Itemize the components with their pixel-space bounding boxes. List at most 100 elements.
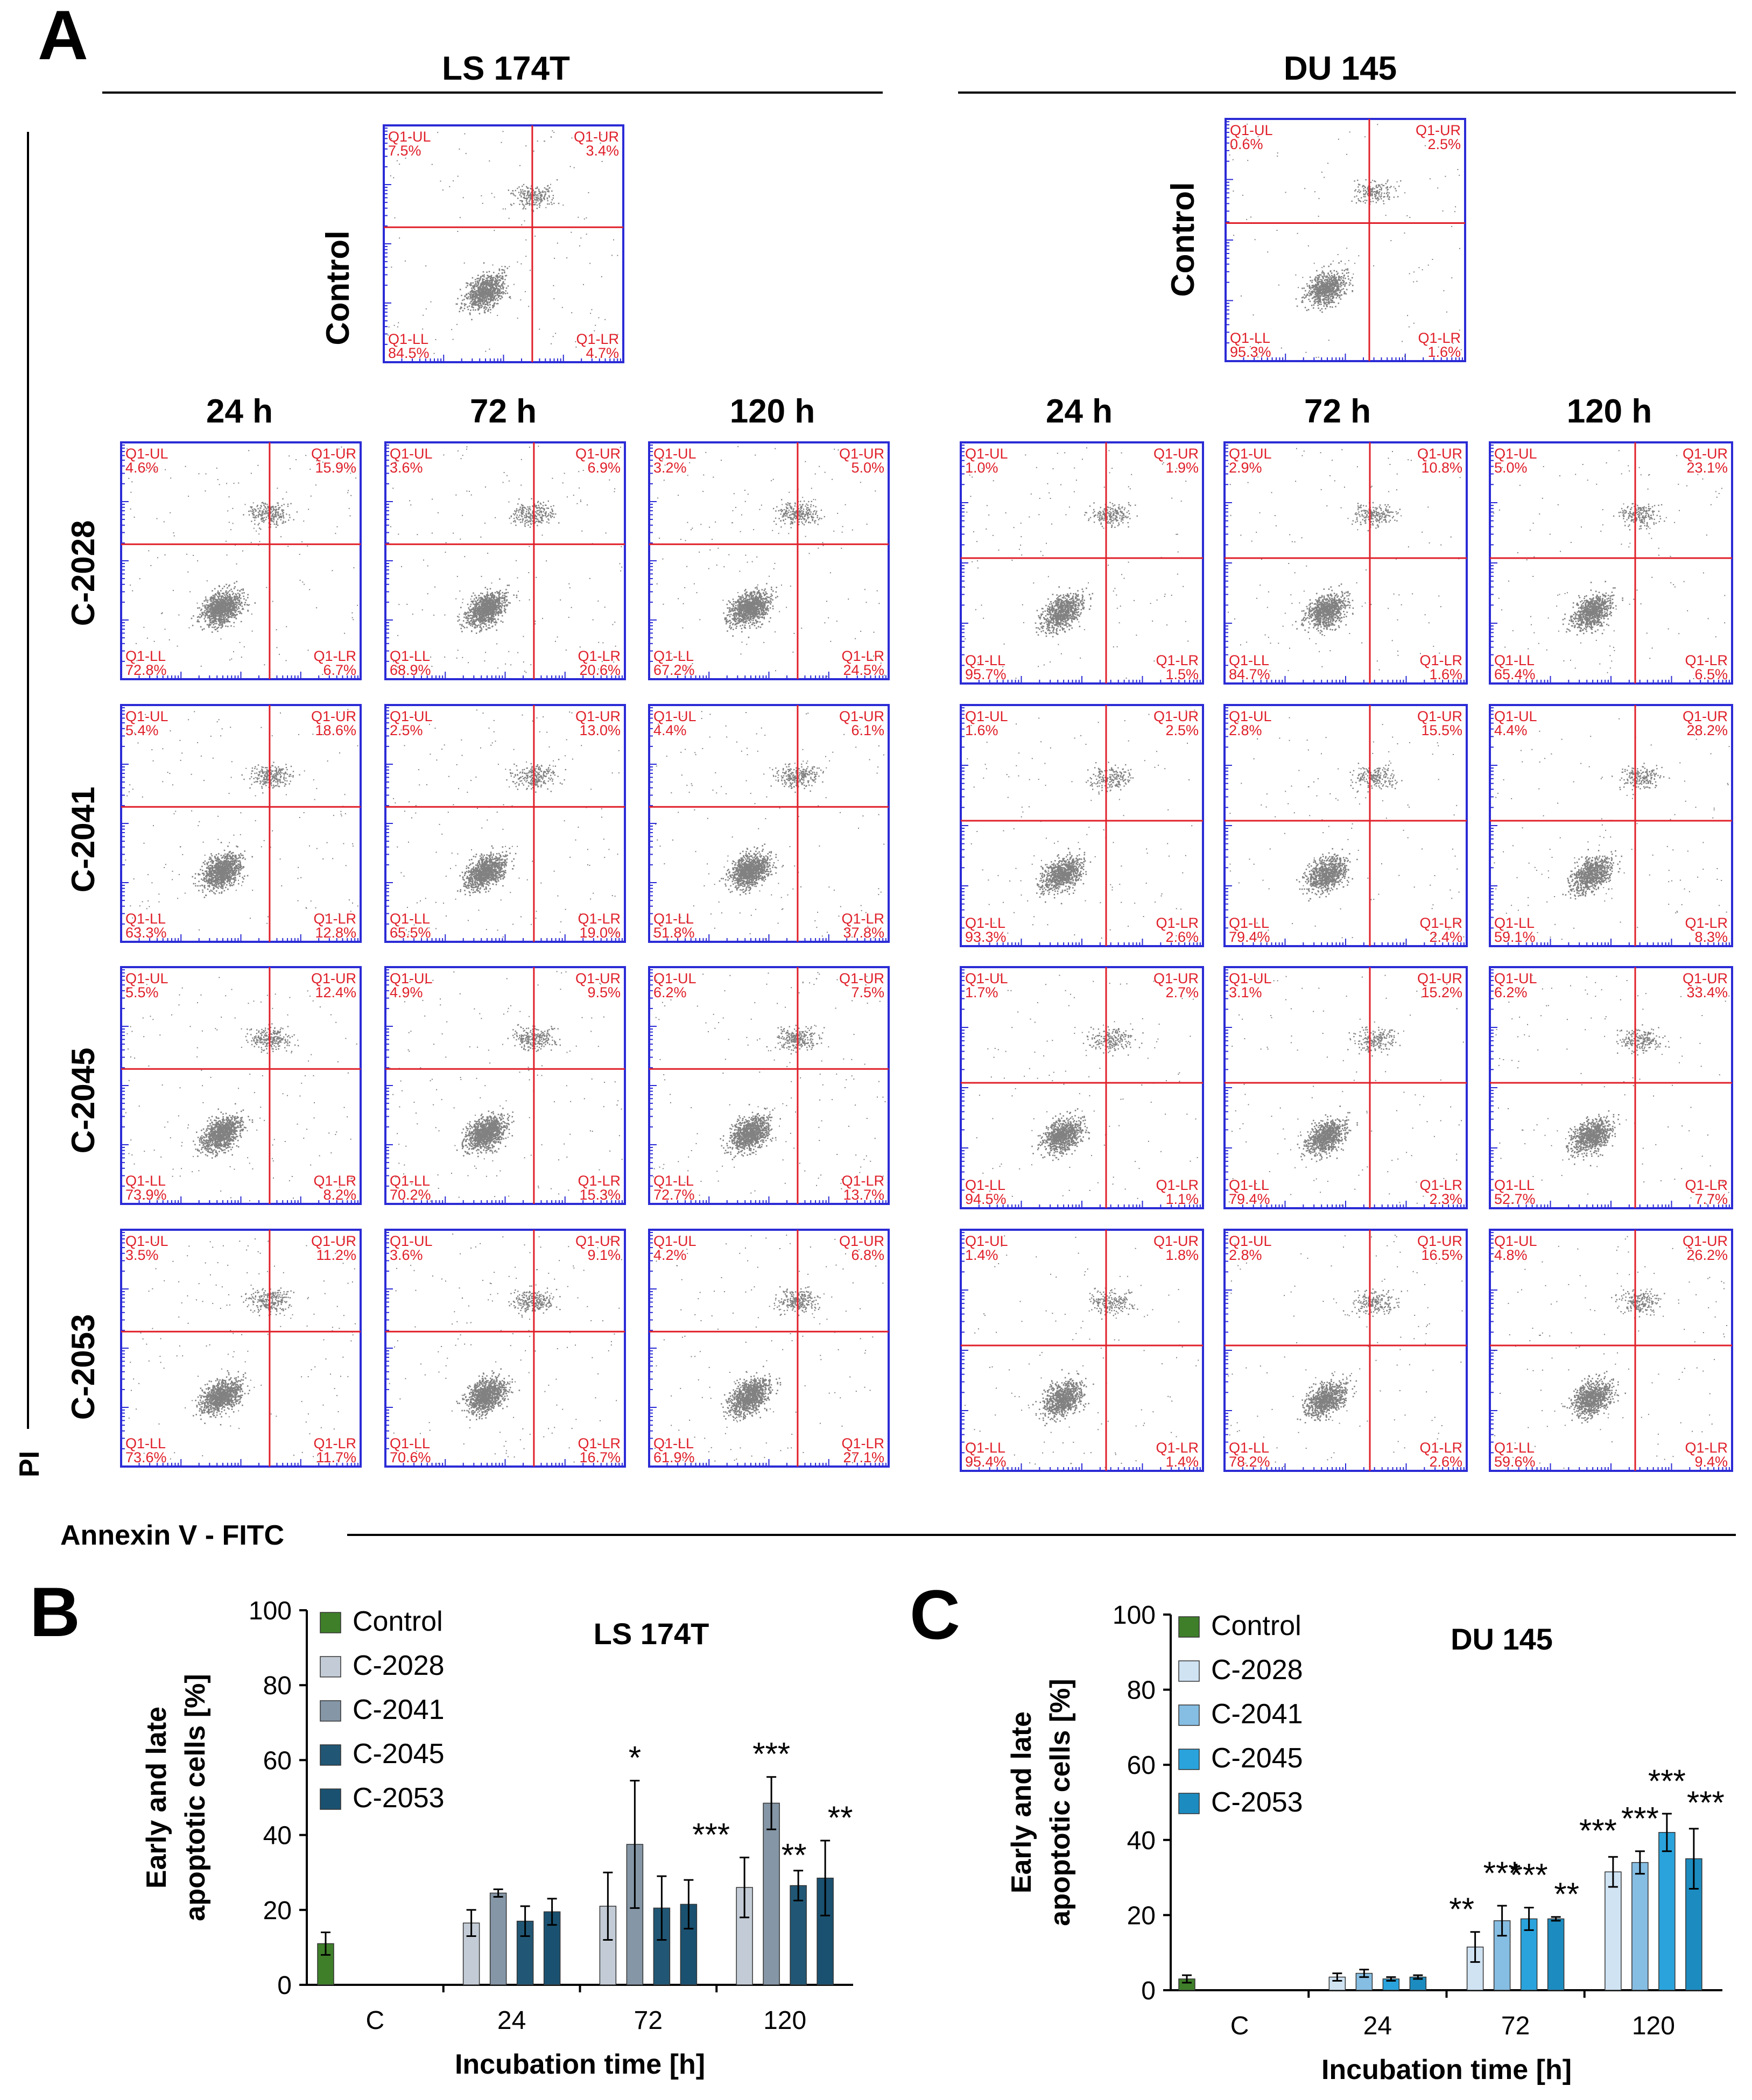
panel-label-c: C — [910, 1575, 960, 1654]
quadrant-name-lr: Q1-LR — [313, 648, 356, 664]
quadrant-name-ur: Q1-UR — [311, 1233, 356, 1249]
quadrant-name-lr: Q1-LR — [313, 1173, 356, 1189]
du145-c2028-24h-ll-value: 95.7% — [965, 666, 1007, 682]
ls174t-c2053-24h-ll-value: 73.6% — [125, 1449, 167, 1465]
plot-frame — [120, 441, 362, 680]
du145-c2041-120h-ll-value: 59.1% — [1494, 929, 1536, 945]
quadrant-name-ll: Q1-LL — [1494, 652, 1535, 668]
quadrant-name-lr: Q1-LR — [313, 1435, 356, 1451]
quadrant-name-ur: Q1-UR — [1153, 970, 1199, 986]
du145-c2028-120h-lr-value: 6.5% — [1694, 666, 1728, 682]
x-tick-label: C — [1230, 2012, 1249, 2040]
quadrant-name-ur: Q1-UR — [575, 446, 621, 462]
y-tick-label: 40 — [263, 1822, 292, 1850]
y-tick-label: 0 — [277, 1971, 292, 2000]
du145-c2028-120h-ul-value: 5.0% — [1494, 460, 1528, 476]
ls174t-c2045-120h-ur-value: 7.5% — [851, 984, 884, 1000]
significance-marker: *** — [1579, 1813, 1617, 1849]
quadrant-name-ll: Q1-LL — [1229, 915, 1269, 931]
quadrant-name-ll: Q1-LL — [965, 915, 1005, 931]
bar-c-2028 — [462, 1922, 480, 1985]
ls174t-control-ul-value: 7.5% — [388, 143, 421, 159]
plot-frame — [384, 441, 626, 680]
legend-swatch — [1178, 1793, 1200, 1814]
x-tick-label: 72 — [1501, 2012, 1530, 2040]
ls174t-c2028-24h-ur-value: 15.9% — [315, 460, 356, 476]
du145-c2028-72h-ul-value: 2.9% — [1229, 460, 1262, 476]
x-axis-title: Incubation time [h] — [1321, 2054, 1572, 2085]
du145-c2028-24h-ur-value: 1.9% — [1165, 460, 1199, 476]
legend-swatch — [1178, 1616, 1200, 1638]
ls174t-c2041-24h-ll-value: 63.3% — [125, 925, 167, 941]
panel-label-a: A — [38, 0, 88, 74]
plot-frame — [960, 704, 1204, 947]
du145-c2045-120h-ll-value: 52.7% — [1494, 1191, 1536, 1207]
ls174t-c2041-24h-lr-value: 12.8% — [315, 925, 356, 941]
quadrant-name-lr: Q1-LR — [1419, 652, 1462, 668]
quadrant-name-ul: Q1-UL — [965, 708, 1008, 724]
quadrant-name-ll: Q1-LL — [125, 648, 166, 664]
quadrant-name-ur: Q1-UR — [1417, 446, 1462, 462]
quadrant-name-ul: Q1-UL — [965, 446, 1008, 462]
quadrant-name-ul: Q1-UL — [390, 1233, 433, 1249]
ls174t-c2053-72h-ll-value: 70.6% — [390, 1449, 431, 1465]
quadrant-name-ul: Q1-UL — [1230, 122, 1273, 138]
ls174t-c2041-120h-lr-value: 37.8% — [843, 925, 884, 941]
ls174t-c2045-24h-ll-value: 73.9% — [125, 1187, 167, 1203]
ls174t-c2041-72h-ur-value: 13.0% — [579, 722, 621, 738]
control-label-du145: Control — [1165, 182, 1201, 297]
du145-c2053-72h-ul-value: 2.8% — [1229, 1247, 1262, 1263]
quadrant-name-lr: Q1-LR — [1685, 652, 1728, 668]
significance-marker: *** — [1648, 1763, 1686, 1799]
quadrant-name-lr: Q1-LR — [578, 1173, 621, 1189]
du145-c2053-72h-lr-value: 2.6% — [1429, 1454, 1462, 1470]
du145-c2045-72h-ul-value: 3.1% — [1229, 984, 1262, 1000]
du145-c2041-24h-lr-value: 2.6% — [1165, 929, 1199, 945]
y-tick-label: 60 — [263, 1746, 292, 1775]
legend-entry: C-2041 — [353, 1694, 445, 1725]
significance-marker: *** — [1483, 1855, 1521, 1891]
ls174t-c2053-24h-ur-value: 11.2% — [316, 1247, 356, 1263]
scatter-dots — [389, 971, 623, 1202]
quadrant-name-lr: Q1-LR — [841, 648, 884, 664]
quadrant-name-lr: Q1-LR — [1685, 1177, 1728, 1193]
quadrant-name-ll: Q1-LL — [653, 1173, 694, 1189]
ls174t-c2028-72h-ur-value: 6.9% — [587, 460, 621, 476]
significance-marker: ** — [1449, 1891, 1474, 1927]
du145-c2041-72h-ll-value: 79.4% — [1229, 929, 1270, 945]
quadrant-name-ul: Q1-UL — [653, 1233, 696, 1249]
quadrant-name-ul: Q1-UL — [1494, 446, 1537, 462]
plot-frame — [383, 124, 624, 363]
du145-c2053-120h-lr-value: 9.4% — [1694, 1454, 1728, 1470]
plot-frame — [1489, 966, 1733, 1209]
du145-c2028-24h-lr-value: 1.5% — [1165, 666, 1199, 682]
scatter-dots — [653, 711, 885, 940]
du145-c2045-120h-lr-value: 7.7% — [1694, 1191, 1728, 1207]
ls174t-c2041-24h-ur-value: 18.6% — [315, 722, 356, 738]
plot-frame — [384, 966, 626, 1205]
quadrant-name-ur: Q1-UR — [1417, 708, 1462, 724]
quadrant-name-ur: Q1-UR — [839, 970, 884, 986]
du145-c2041-24h-ur-value: 2.5% — [1165, 722, 1199, 738]
quadrant-name-lr: Q1-LR — [1419, 1440, 1462, 1456]
quadrant-name-ur: Q1-UR — [575, 970, 621, 986]
du145-c2041-72h-lr-value: 2.4% — [1429, 929, 1462, 945]
cell-line-header-du145: DU 145 — [1284, 50, 1397, 87]
du145-control-lr-value: 1.6% — [1427, 344, 1461, 360]
ls174t-c2028-24h-lr-value: 6.7% — [323, 662, 356, 678]
legend-entry: Control — [353, 1606, 443, 1637]
du145-c2041-72h-ul-value: 2.8% — [1229, 722, 1262, 738]
quadrant-name-ul: Q1-UL — [125, 446, 168, 462]
